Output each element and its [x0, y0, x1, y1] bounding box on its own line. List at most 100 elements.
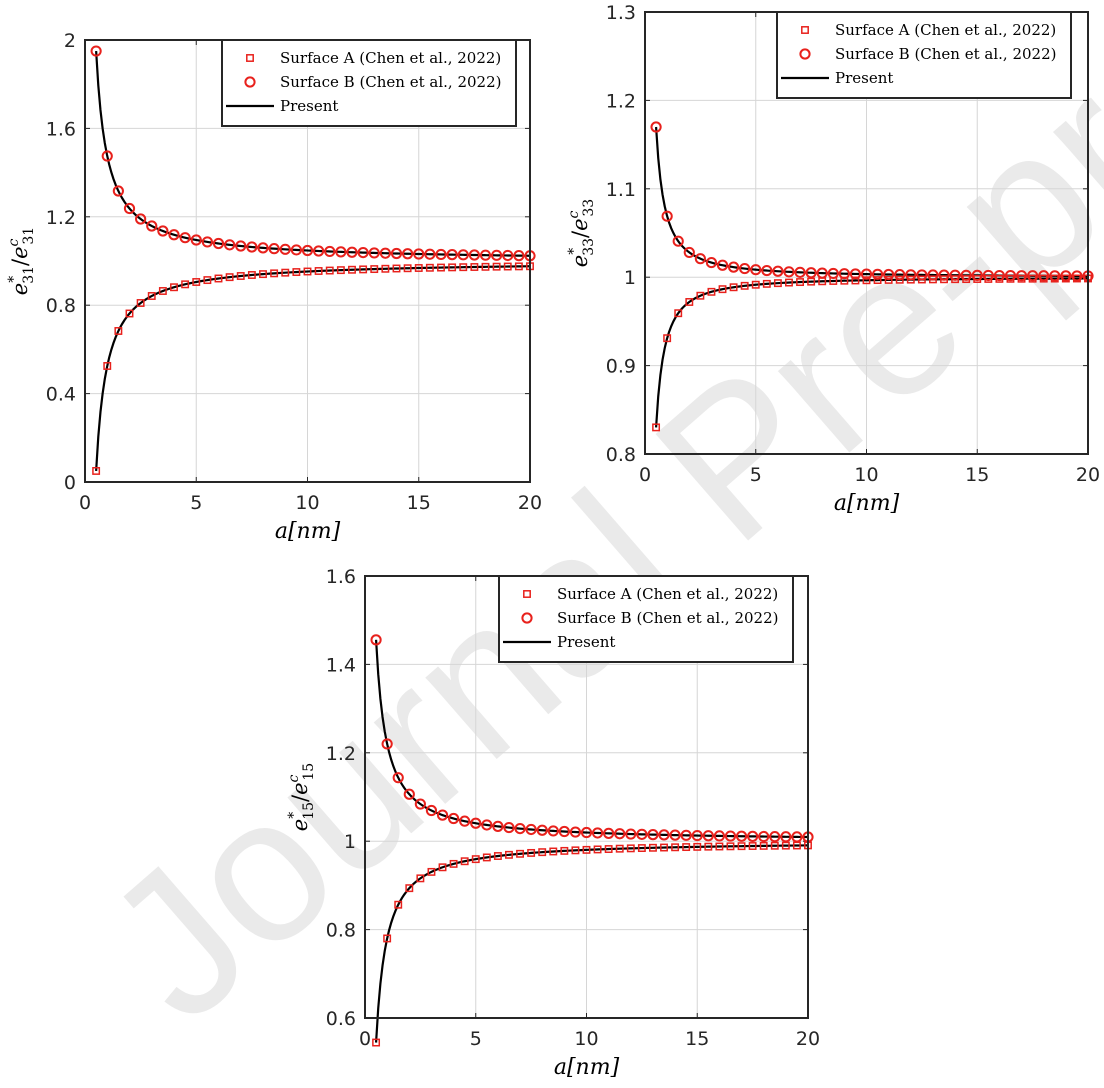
surface-b-point [1060, 270, 1072, 282]
surface-a-point [392, 264, 401, 273]
surface-b-point [993, 269, 1006, 282]
legend-label: Surface A (Chen et al., 2022) [835, 21, 1056, 39]
surface-a-point [270, 269, 279, 278]
legend-label: Surface A (Chen et al., 2022) [280, 49, 501, 67]
surface-b-point [268, 243, 280, 255]
surface-a-point [663, 334, 672, 343]
surface-b-point [827, 267, 839, 280]
x-tick-label: 0 [359, 1028, 371, 1050]
surface-b-point [179, 232, 191, 244]
surface-b-point [402, 248, 414, 260]
surface-b-point [705, 256, 718, 269]
y-tick-label: 1.2 [326, 743, 356, 765]
surface-b-point [357, 247, 369, 259]
surface-a-point [538, 848, 547, 857]
surface-b-point [503, 821, 515, 834]
surface-b-point [502, 249, 514, 262]
surface-b-point [916, 269, 928, 281]
y-axis-label-base: e [8, 283, 32, 295]
surface-b-point [381, 738, 393, 750]
y-tick-label: 1 [344, 831, 356, 853]
legend-marker-surface-b [521, 612, 533, 624]
surface-b-point [735, 830, 748, 842]
surface-b-point [135, 213, 147, 225]
surface-b-point [403, 788, 415, 800]
surface-a-point [103, 362, 112, 370]
surface-b-point [647, 829, 659, 841]
surface-a-point [527, 848, 536, 857]
surface-b-point [691, 829, 703, 842]
surface-a-point [492, 262, 501, 271]
surface-b-point [772, 265, 784, 277]
surface-a-point [225, 273, 234, 282]
y-axis-label-sep: / [288, 794, 312, 802]
surface-a-point [92, 467, 101, 475]
y-tick-label: 0.8 [606, 444, 636, 466]
surface-b-point [514, 822, 526, 835]
x-axis-label: a[nm] [554, 1055, 620, 1080]
surface-a-point [652, 423, 661, 432]
surface-b-point [123, 202, 136, 215]
surface-a-point [781, 841, 790, 850]
surface-b-point [212, 237, 225, 250]
surface-a-point [438, 863, 447, 872]
y-axis-label-sub2: 33 [581, 199, 597, 217]
surface-b-point [201, 236, 213, 248]
surface-a-point [425, 263, 434, 272]
surface-b-point [379, 247, 391, 259]
y-tick-label: 1.6 [326, 566, 356, 588]
surface-a-point [785, 278, 793, 287]
surface-b-point [580, 826, 593, 839]
surface-a-point [748, 842, 757, 850]
surface-b-point [513, 250, 525, 262]
surface-b-point [346, 246, 358, 258]
surface-b-point [724, 830, 737, 842]
surface-b-point [112, 185, 124, 197]
y-axis-label-sub2: 31 [21, 227, 37, 245]
surface-b-point [101, 150, 113, 162]
surface-b-point [860, 268, 873, 280]
surface-a-point [851, 276, 860, 285]
surface-b-point [883, 268, 895, 281]
surface-b-point [536, 824, 548, 836]
surface-a-point [516, 849, 524, 858]
surface-a-point [482, 853, 491, 862]
surface-b-point [459, 815, 471, 827]
x-tick-label: 15 [407, 492, 431, 514]
surface-b-point [436, 809, 449, 821]
surface-b-point [769, 831, 781, 843]
x-tick-label: 15 [965, 464, 989, 486]
surface-a-point [236, 272, 245, 280]
surface-b-point [1071, 270, 1083, 282]
surface-b-point [468, 249, 480, 261]
y-tick-label: 1.3 [606, 2, 636, 24]
surface-a-point [370, 265, 379, 274]
surface-b-point [683, 246, 695, 259]
surface-a-point [136, 299, 145, 307]
surface-a-point [696, 291, 705, 300]
surface-a-point [685, 298, 694, 306]
surface-b-point [324, 245, 336, 258]
surface-a-point [505, 850, 513, 859]
y-axis-label-sep: / [8, 258, 32, 266]
y-tick-label: 1.4 [326, 654, 356, 676]
surface-a-point [895, 275, 904, 284]
x-tick-label: 20 [518, 492, 542, 514]
surface-b-point [591, 827, 604, 839]
surface-a-point [372, 1038, 381, 1047]
surface-b-point [90, 45, 102, 57]
surface-b-point [805, 267, 817, 279]
present-curve-lower [374, 844, 809, 1043]
watermark: Journal Pre-proofs [64, 0, 1104, 1063]
surface-a-point [718, 285, 727, 294]
surface-a-point [906, 275, 915, 284]
surface-a-point [359, 265, 368, 274]
surface-a-point [125, 309, 134, 318]
surface-a-point [416, 874, 425, 883]
surface-b-point [971, 269, 983, 281]
y-axis-label-base: e [568, 218, 592, 230]
surface-b-point [739, 262, 751, 275]
surface-b-point [680, 829, 692, 841]
surface-b-point [672, 235, 684, 247]
surface-b-point [279, 243, 291, 255]
